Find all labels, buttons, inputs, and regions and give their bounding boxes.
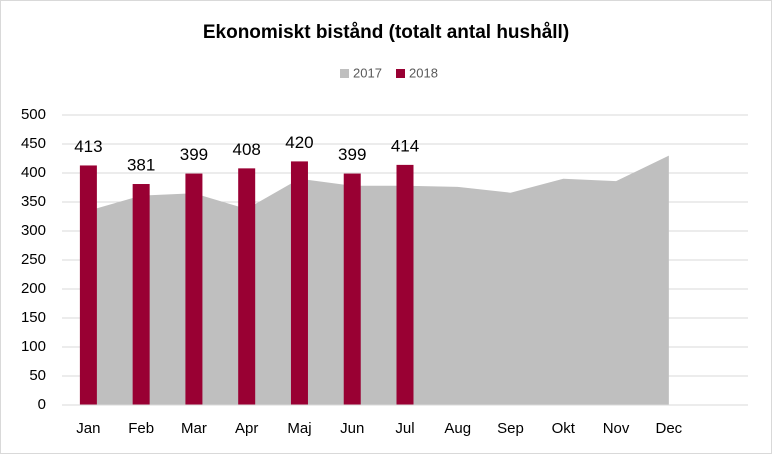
bar	[79, 165, 97, 405]
data-label: 413	[74, 137, 102, 156]
data-label: 414	[391, 136, 419, 155]
bar	[396, 164, 414, 405]
data-label: 399	[338, 145, 366, 164]
data-label: 381	[127, 156, 155, 175]
bar	[343, 173, 361, 405]
y-tick-label: 400	[21, 164, 46, 181]
data-label: 399	[180, 145, 208, 164]
x-tick-label: Aug	[444, 420, 471, 437]
y-tick-label: 150	[21, 309, 46, 326]
x-tick-label: Dec	[656, 420, 683, 437]
x-tick-label: Jan	[76, 420, 100, 437]
x-tick-label: Nov	[603, 420, 630, 437]
x-tick-label: Jun	[340, 420, 364, 437]
bar	[185, 173, 203, 405]
y-tick-label: 450	[21, 135, 46, 152]
data-label: 420	[285, 133, 313, 152]
legend-label: 2018	[409, 65, 438, 80]
legend-label: 2017	[353, 65, 382, 80]
legend-swatch	[340, 69, 349, 78]
y-tick-label: 500	[21, 106, 46, 123]
legend-swatch	[396, 69, 405, 78]
x-tick-label: Feb	[128, 420, 154, 437]
y-tick-label: 100	[21, 338, 46, 355]
x-tick-label: Sep	[497, 420, 524, 437]
x-tick-label: Okt	[552, 420, 576, 437]
area	[88, 155, 669, 405]
y-tick-label: 350	[21, 193, 46, 210]
bar	[238, 168, 256, 405]
x-tick-label: Jul	[395, 420, 414, 437]
y-tick-label: 300	[21, 222, 46, 239]
chart-title: Ekonomiskt bistånd (totalt antal hushåll…	[203, 22, 569, 43]
bar	[290, 161, 308, 405]
x-tick-label: Mar	[181, 420, 207, 437]
bar	[132, 184, 150, 405]
y-tick-label: 250	[21, 251, 46, 268]
x-tick-label: Maj	[287, 420, 311, 437]
y-tick-label: 200	[21, 280, 46, 297]
y-tick-label: 50	[29, 367, 46, 384]
y-tick-label: 0	[38, 396, 46, 413]
data-label: 408	[233, 140, 261, 159]
x-tick-label: Apr	[235, 420, 258, 437]
